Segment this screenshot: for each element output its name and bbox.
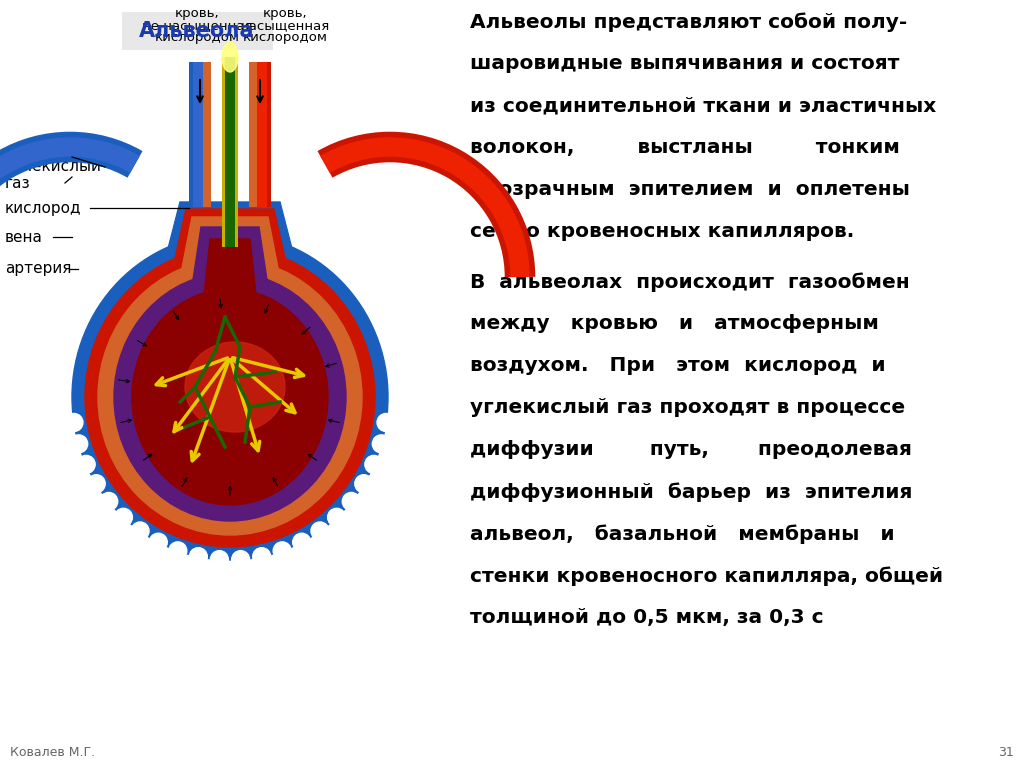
FancyBboxPatch shape (249, 62, 257, 207)
Text: шаровидные выпячивания и состоят: шаровидные выпячивания и состоят (470, 54, 899, 73)
Text: волокон,         выстланы         тонким: волокон, выстланы тонким (470, 138, 900, 157)
Text: Альвеолы представляют собой полу-: Альвеолы представляют собой полу- (470, 12, 907, 31)
Circle shape (150, 533, 167, 551)
Circle shape (342, 492, 360, 511)
Text: между   кровью   и   атмосферным: между кровью и атмосферным (470, 314, 879, 333)
Ellipse shape (185, 342, 285, 432)
FancyBboxPatch shape (122, 12, 273, 50)
Text: насыщенная: насыщенная (241, 19, 330, 32)
FancyBboxPatch shape (225, 57, 234, 247)
Circle shape (373, 435, 390, 453)
Ellipse shape (114, 273, 346, 521)
Text: диффузии        путь,       преодолевая: диффузии путь, преодолевая (470, 440, 912, 459)
Text: газ: газ (5, 176, 31, 190)
FancyBboxPatch shape (249, 62, 271, 207)
FancyBboxPatch shape (189, 62, 211, 207)
Polygon shape (186, 227, 273, 323)
Circle shape (354, 475, 373, 492)
Circle shape (65, 413, 83, 432)
Text: артерия: артерия (5, 262, 72, 276)
Ellipse shape (98, 259, 362, 535)
Circle shape (311, 522, 329, 540)
Ellipse shape (85, 247, 375, 547)
Circle shape (131, 522, 150, 540)
Circle shape (293, 533, 310, 551)
Circle shape (377, 413, 395, 432)
Polygon shape (155, 202, 305, 299)
Circle shape (365, 456, 383, 473)
Circle shape (169, 542, 186, 560)
FancyBboxPatch shape (253, 62, 267, 207)
Text: кислородом: кислородом (243, 31, 328, 44)
Text: углекислый газ проходят в процессе: углекислый газ проходят в процессе (470, 398, 905, 417)
Text: В  альвеолах  происходит  газообмен: В альвеолах происходит газообмен (470, 272, 909, 291)
Text: воздухом.   При   этом  кислород  и: воздухом. При этом кислород и (470, 356, 886, 375)
FancyBboxPatch shape (203, 62, 211, 207)
Circle shape (253, 548, 270, 566)
Circle shape (231, 551, 250, 568)
Text: прозрачным  эпителием  и  оплетены: прозрачным эпителием и оплетены (470, 180, 910, 199)
Text: кровь,: кровь, (263, 7, 307, 20)
Text: кислород: кислород (5, 200, 82, 216)
Text: углекислый: углекислый (5, 160, 101, 175)
Circle shape (328, 509, 345, 526)
Polygon shape (200, 239, 260, 332)
Text: толщиной до 0,5 мкм, за 0,3 с: толщиной до 0,5 мкм, за 0,3 с (470, 608, 823, 627)
Circle shape (273, 542, 291, 560)
Text: альвеол,   базальной   мембраны   и: альвеол, базальной мембраны и (470, 524, 895, 544)
Text: вена: вена (5, 229, 43, 245)
Circle shape (99, 492, 118, 511)
Text: стенки кровеносного капилляра, общей: стенки кровеносного капилляра, общей (470, 566, 943, 585)
Text: 31: 31 (998, 746, 1014, 759)
Circle shape (115, 509, 132, 526)
Circle shape (87, 475, 105, 492)
FancyBboxPatch shape (193, 62, 207, 207)
Text: диффузионный  барьер  из  эпителия: диффузионный барьер из эпителия (470, 482, 912, 502)
Text: кислородом: кислородом (155, 31, 240, 44)
Text: кровь,: кровь, (175, 7, 219, 20)
Text: Ковалев М.Г.: Ковалев М.Г. (10, 746, 95, 759)
Ellipse shape (132, 289, 328, 505)
Polygon shape (164, 209, 296, 307)
Circle shape (189, 548, 207, 566)
Text: не насыщенная: не насыщенная (141, 19, 252, 32)
Circle shape (77, 456, 95, 473)
Circle shape (210, 551, 228, 568)
Polygon shape (173, 217, 287, 314)
Ellipse shape (72, 234, 388, 560)
Text: из соединительной ткани и эластичных: из соединительной ткани и эластичных (470, 96, 936, 115)
Ellipse shape (222, 42, 238, 72)
FancyBboxPatch shape (222, 57, 238, 247)
Circle shape (70, 435, 88, 453)
Text: сетью кровеносных капилляров.: сетью кровеносных капилляров. (470, 222, 854, 241)
Text: Альвеола: Альвеола (139, 21, 255, 41)
